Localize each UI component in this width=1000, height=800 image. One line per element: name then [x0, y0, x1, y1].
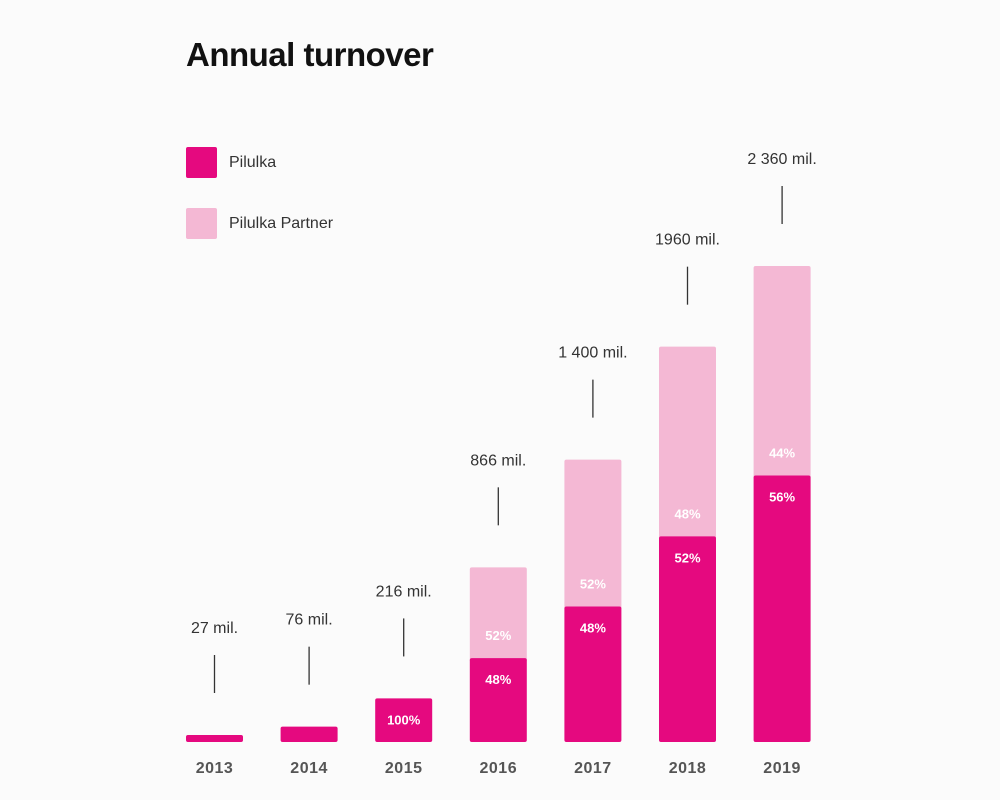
total-label-2013: 27 mil.	[191, 620, 238, 637]
total-label-2017: 1 400 mil.	[558, 345, 627, 362]
share-label-pilulka-partner-2016: 52%	[485, 628, 511, 643]
bar-pilulka-2014	[280, 726, 338, 742]
legend-label-pilulka-partner: Pilulka Partner	[229, 215, 334, 232]
total-label-2018: 1960 mil.	[655, 232, 720, 249]
bar-pilulka-partner-2017	[564, 459, 622, 611]
share-label-pilulka-2018: 52%	[674, 550, 700, 565]
bar-pilulka-2016	[469, 658, 527, 742]
share-label-pilulka-partner-2018: 48%	[674, 506, 700, 521]
legend-swatch-pilulka-partner	[186, 208, 217, 239]
total-label-2019: 2 360 mil.	[747, 151, 816, 168]
share-label-pilulka-partner-2019: 44%	[769, 445, 795, 460]
share-label-pilulka-2015: 100%	[387, 712, 421, 727]
bar-pilulka-partner-2018	[659, 346, 716, 541]
legend-swatch-pilulka	[186, 147, 217, 178]
total-label-2014: 76 mil.	[286, 612, 333, 629]
share-label-pilulka-2016: 48%	[485, 672, 511, 687]
bar-pilulka-2015	[375, 698, 433, 742]
x-tick-label-2019: 2019	[763, 760, 801, 777]
bar-pilulka-2019	[753, 475, 811, 742]
x-tick-label-2018: 2018	[669, 760, 707, 777]
x-tick-label-2014: 2014	[290, 760, 328, 777]
x-tick-label-2015: 2015	[385, 760, 423, 777]
bar-pilulka-2018	[659, 536, 716, 742]
share-label-pilulka-partner-2017: 52%	[580, 576, 606, 591]
bar-pilulka-2013	[186, 735, 243, 742]
chart-title: Annual turnover	[186, 36, 434, 73]
bar-pilulka-partner-2016	[469, 567, 527, 663]
x-tick-label-2016: 2016	[480, 760, 518, 777]
legend-label-pilulka: Pilulka	[229, 154, 277, 171]
total-label-2015: 216 mil.	[376, 583, 432, 600]
bar-pilulka-2017	[564, 606, 622, 742]
x-tick-label-2013: 2013	[196, 760, 234, 777]
x-tick-label-2017: 2017	[574, 760, 612, 777]
share-label-pilulka-2017: 48%	[580, 620, 606, 635]
bar-pilulka-partner-2019	[753, 266, 811, 480]
total-label-2016: 866 mil.	[470, 452, 526, 469]
share-label-pilulka-2019: 56%	[769, 489, 795, 504]
